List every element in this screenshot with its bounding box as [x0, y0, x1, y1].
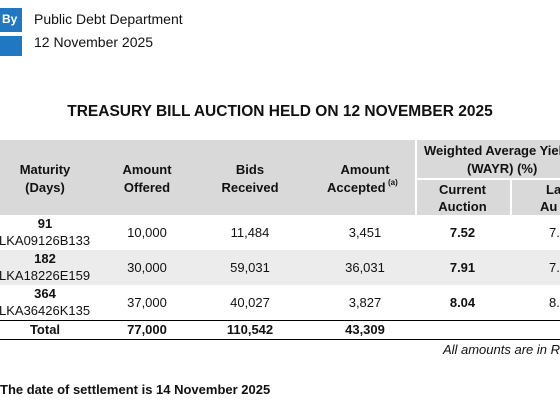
- total-cell: 110,542: [226, 322, 274, 337]
- col-header: Bids: [235, 162, 265, 177]
- total-cell: 43,309: [345, 322, 385, 337]
- cell: 10,000: [127, 225, 167, 240]
- cell: 30,000: [127, 260, 167, 275]
- yield-current: 8.04: [449, 295, 476, 310]
- maturity: 182: [34, 251, 56, 266]
- row-band: [0, 250, 560, 285]
- col-header: Weighted Average Yiel: [424, 143, 560, 158]
- maturity: 91: [37, 216, 53, 231]
- cell: 3,827: [348, 295, 382, 310]
- yield-last: 8.: [549, 295, 560, 310]
- col-header: Received: [221, 180, 279, 195]
- cell: 59,031: [230, 260, 270, 275]
- isin: LKA18226E159: [0, 268, 91, 283]
- cell: 3,451: [348, 225, 382, 240]
- yield-current: 7.52: [449, 225, 476, 240]
- footnote-mark: (a): [388, 178, 398, 187]
- cell: 37,000: [127, 295, 167, 310]
- cell: 36,031: [345, 260, 385, 275]
- col-header: La: [546, 182, 560, 197]
- cell: 11,484: [230, 225, 270, 240]
- separator: [510, 180, 512, 215]
- col-header: (Days): [25, 180, 65, 195]
- footer: The date of settlement is 14 November 20…: [0, 382, 271, 397]
- total-label: Total: [29, 322, 61, 337]
- separator: [415, 140, 417, 215]
- cell: 40,027: [230, 295, 270, 310]
- title: TREASURY BILL AUCTION HELD ON 12 NOVEMBE…: [67, 103, 493, 120]
- yield-last: 7.: [549, 225, 560, 240]
- department: Public Debt Department: [34, 11, 183, 27]
- isin: LKA09126B133: [0, 233, 91, 248]
- note: All amounts are in R: [442, 342, 560, 357]
- table-header-bg: [0, 140, 560, 215]
- col-header: (WAYR) (%): [467, 161, 538, 176]
- isin: LKA36426K135: [0, 303, 91, 318]
- separator: [417, 178, 560, 180]
- rule: [0, 339, 560, 340]
- col-header: Amount: [122, 162, 172, 177]
- badge: By: [2, 12, 18, 26]
- yield-last: 7.: [549, 260, 560, 275]
- rule: [0, 320, 560, 321]
- maturity: 364: [34, 286, 56, 301]
- col-header: Amount: [340, 162, 390, 177]
- col-header: Au: [540, 199, 558, 214]
- col-header: Accepted: [327, 180, 386, 195]
- date: 12 November 2025: [34, 34, 154, 50]
- col-header: Offered: [123, 180, 171, 195]
- total-cell: 77,000: [127, 322, 167, 337]
- col-header: Current: [439, 182, 486, 197]
- col-header: Maturity: [19, 162, 71, 177]
- badge-box: [0, 8, 22, 32]
- yield-current: 7.91: [449, 260, 476, 275]
- col-header: Auction: [438, 199, 487, 214]
- badge-box-lower: [0, 36, 22, 56]
